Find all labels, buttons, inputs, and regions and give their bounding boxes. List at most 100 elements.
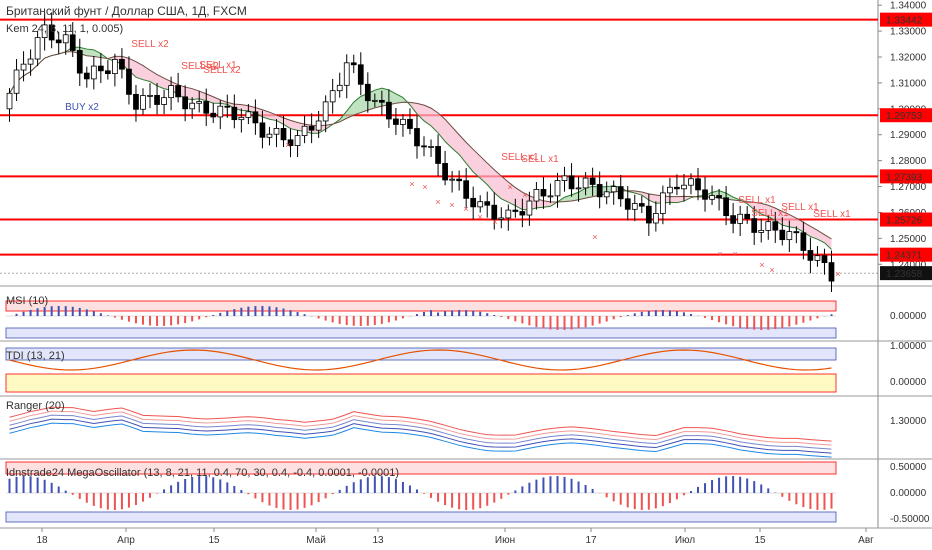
x-tick-label: Май <box>306 535 326 546</box>
candle-body <box>477 201 484 208</box>
tdi-label: TDI (13, 21) <box>6 350 65 362</box>
candle-body <box>336 84 343 92</box>
candle-body <box>407 118 413 129</box>
level-price-label: 1.25726 <box>886 216 923 227</box>
signal-cross: × <box>435 197 440 207</box>
candle-body <box>266 133 273 138</box>
x-tick-label: 17 <box>585 535 597 546</box>
level-price-label: 1.33442 <box>886 16 923 27</box>
ranger-line <box>9 418 832 454</box>
candle-body <box>554 180 561 197</box>
candle-body <box>751 218 758 233</box>
candle-body <box>161 97 167 105</box>
candle-body <box>800 232 807 251</box>
candle-body <box>709 195 715 200</box>
candle-body <box>210 112 217 118</box>
candle-body <box>758 229 765 233</box>
kem-band <box>508 182 516 206</box>
candle-body <box>681 184 687 190</box>
candle-body <box>168 85 174 99</box>
kem-band <box>578 188 586 200</box>
signal-label: SELL x1 <box>199 60 237 71</box>
candle-body <box>90 65 97 80</box>
signal-cross: × <box>522 190 527 200</box>
tdi-upper-zone <box>5 347 837 361</box>
ranger-line <box>9 410 832 446</box>
x-tick-label: 15 <box>208 535 220 546</box>
candle-body <box>231 106 238 121</box>
x-tick-label: 13 <box>372 535 384 546</box>
candle-body <box>189 102 196 110</box>
candle-body <box>238 116 245 121</box>
candle-body <box>83 72 90 80</box>
candle-body <box>379 99 385 103</box>
candle-body <box>449 178 455 181</box>
level-price-label: 1.24371 <box>886 251 923 262</box>
x-tick-label: 15 <box>754 535 766 546</box>
candle-body <box>807 250 814 261</box>
signal-cross: × <box>285 140 290 150</box>
kem-band <box>93 49 101 58</box>
candle-body <box>62 34 69 44</box>
candle-body <box>112 58 118 75</box>
signal-label: SELL x1 <box>521 154 559 165</box>
candle-body <box>519 211 526 216</box>
candle-body <box>182 96 189 110</box>
candle-body <box>76 50 83 74</box>
candle-body <box>786 231 793 241</box>
y-tick-label: 1.33000 <box>890 27 927 38</box>
candle-body <box>400 118 406 125</box>
candle-body <box>723 197 729 217</box>
candle-body <box>140 95 146 110</box>
y-tick-label: 1.25000 <box>890 234 927 245</box>
kem-band <box>424 105 432 126</box>
candle-body <box>301 125 308 137</box>
candle-body <box>702 189 708 200</box>
signal-label: SELL x1 <box>781 202 819 213</box>
kem-band <box>669 196 677 203</box>
x-tick-label: 18 <box>36 535 48 546</box>
osc-upper-zone <box>5 461 837 475</box>
candle-body <box>428 146 434 148</box>
kem-band <box>445 119 453 149</box>
candle-body <box>512 209 519 212</box>
candle-body <box>20 63 27 71</box>
candle-body <box>105 70 111 75</box>
candle-body <box>6 92 13 110</box>
candle-body <box>793 231 800 234</box>
kem-band <box>395 93 403 104</box>
x-tick-label: Июл <box>675 535 695 546</box>
candle-body <box>828 262 835 282</box>
candle-body <box>561 175 568 181</box>
candle-body <box>463 180 470 199</box>
level-price-label: 1.27393 <box>886 172 923 183</box>
signal-label: SELL x1 <box>813 209 851 220</box>
kem-band <box>480 156 488 185</box>
y-tick-label: 1.29000 <box>890 130 927 141</box>
level-price-badge <box>880 212 932 227</box>
candle-body <box>371 99 378 102</box>
osc-y-tick-upper: 0.50000 <box>890 462 927 473</box>
kem-band <box>641 192 649 201</box>
candle-body <box>224 105 231 108</box>
candle-body <box>617 186 624 200</box>
candle-body <box>470 197 477 208</box>
kem-band <box>585 186 593 199</box>
candle-body <box>393 118 399 125</box>
candle-body <box>582 177 589 189</box>
tdi-lower-zone <box>5 373 837 393</box>
candle-body <box>48 24 55 41</box>
candle-body <box>688 178 694 186</box>
kem-band <box>473 149 481 179</box>
x-tick-label: Апр <box>117 535 135 546</box>
candle-body <box>343 62 350 86</box>
msi-label: MSI (10) <box>6 295 49 307</box>
candle-body <box>329 90 336 103</box>
candle-body <box>203 101 210 114</box>
kem-band <box>648 193 656 204</box>
x-tick-label: Авг <box>858 535 874 546</box>
candle-body <box>126 68 132 95</box>
signal-cross: × <box>769 265 774 275</box>
kem-indicator-label: Kem 24, 8, 11, 1, 0.005) <box>6 23 124 35</box>
